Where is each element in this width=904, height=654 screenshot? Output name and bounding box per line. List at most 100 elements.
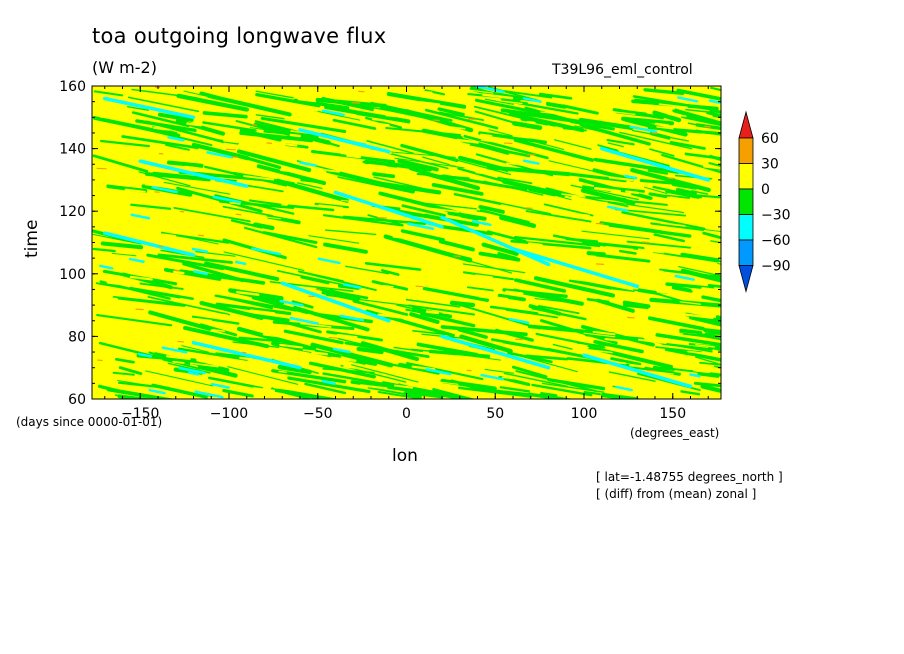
field-band xyxy=(296,182,323,189)
field-band xyxy=(531,307,587,321)
field-band xyxy=(470,267,494,271)
field-band xyxy=(692,379,717,384)
annotation-operation: [ (diff) from (mean) zonal ] xyxy=(596,487,757,501)
field-band xyxy=(346,154,361,159)
x-tick-label: 50 xyxy=(486,406,504,422)
field-band xyxy=(322,214,404,227)
field-band xyxy=(481,242,519,256)
field-band xyxy=(507,281,517,284)
field-band xyxy=(99,139,151,148)
field-band xyxy=(408,337,439,343)
field-band xyxy=(232,341,280,348)
field-band xyxy=(300,322,332,328)
field-band xyxy=(517,193,548,199)
field-band xyxy=(364,262,422,271)
field-band xyxy=(610,190,632,196)
field-band xyxy=(491,200,552,215)
cyan-streak xyxy=(522,159,540,165)
field-band xyxy=(284,391,314,399)
cyan-streak xyxy=(289,316,320,325)
field-band xyxy=(672,108,721,126)
x-axis-units: (degrees_east) xyxy=(630,426,720,440)
cyan-streak xyxy=(522,97,542,103)
field-band xyxy=(610,289,642,295)
cyan-streak xyxy=(138,159,249,188)
orange-speck xyxy=(377,217,388,219)
orange-speck xyxy=(328,336,338,339)
field-band xyxy=(321,168,340,173)
field-band xyxy=(147,296,231,316)
field-band xyxy=(514,235,601,248)
field-band xyxy=(386,161,433,172)
field-band xyxy=(173,270,185,275)
field-band xyxy=(503,372,568,388)
orange-speck xyxy=(466,369,472,372)
field-band xyxy=(703,165,721,170)
cyan-streak xyxy=(167,136,185,142)
field-band xyxy=(195,251,236,257)
field-band xyxy=(701,133,721,137)
field-band xyxy=(447,210,487,221)
field-band xyxy=(548,160,620,178)
field-band xyxy=(110,247,128,251)
field-band xyxy=(558,211,591,217)
field-band xyxy=(578,233,609,239)
field-band xyxy=(104,170,120,175)
field-band xyxy=(525,210,592,223)
field-band xyxy=(92,295,118,301)
field-band xyxy=(459,334,513,354)
field-band xyxy=(422,286,490,302)
field-band xyxy=(148,379,159,383)
field-band xyxy=(139,127,213,147)
field-band xyxy=(656,290,677,295)
field-band xyxy=(526,120,536,125)
field-band xyxy=(610,357,642,366)
field-band xyxy=(229,201,241,205)
colorbar-box xyxy=(738,163,754,190)
field-band xyxy=(112,371,135,376)
field-band xyxy=(262,231,318,245)
field-band xyxy=(127,96,200,113)
field-band xyxy=(113,277,129,281)
field-band xyxy=(111,252,137,257)
field-band xyxy=(578,178,653,201)
field-band xyxy=(707,283,721,289)
field-band xyxy=(501,376,515,380)
field-band xyxy=(458,155,512,173)
field-band xyxy=(202,121,257,132)
field-band xyxy=(511,365,548,379)
cyan-streak xyxy=(425,222,441,228)
field-band xyxy=(580,188,636,206)
field-band xyxy=(344,256,376,262)
field-band xyxy=(311,351,329,356)
field-band xyxy=(607,142,624,148)
cyan-streak xyxy=(689,373,701,378)
field-band xyxy=(637,338,667,344)
field-band xyxy=(223,251,305,272)
field-band xyxy=(284,384,310,389)
field-band xyxy=(353,358,378,366)
field-band xyxy=(456,355,489,361)
field-band xyxy=(411,137,425,142)
colorbar-label: −30 xyxy=(761,208,791,224)
field-band xyxy=(419,101,441,106)
field-band xyxy=(114,394,134,399)
field-band xyxy=(349,329,371,334)
field-band xyxy=(646,386,671,391)
field-band xyxy=(329,356,357,362)
field-band xyxy=(216,224,229,228)
field-band xyxy=(535,332,606,349)
field-band xyxy=(632,249,654,254)
field-band xyxy=(653,233,685,243)
field-band xyxy=(582,232,605,237)
field-band xyxy=(279,343,303,349)
field-band xyxy=(268,184,293,189)
field-band xyxy=(243,226,318,249)
field-band xyxy=(193,243,210,247)
field-band xyxy=(630,167,711,193)
orange-speck xyxy=(667,177,676,180)
field-band xyxy=(629,331,643,334)
field-band xyxy=(139,282,184,290)
field-band xyxy=(606,139,635,146)
field-band xyxy=(440,325,528,337)
